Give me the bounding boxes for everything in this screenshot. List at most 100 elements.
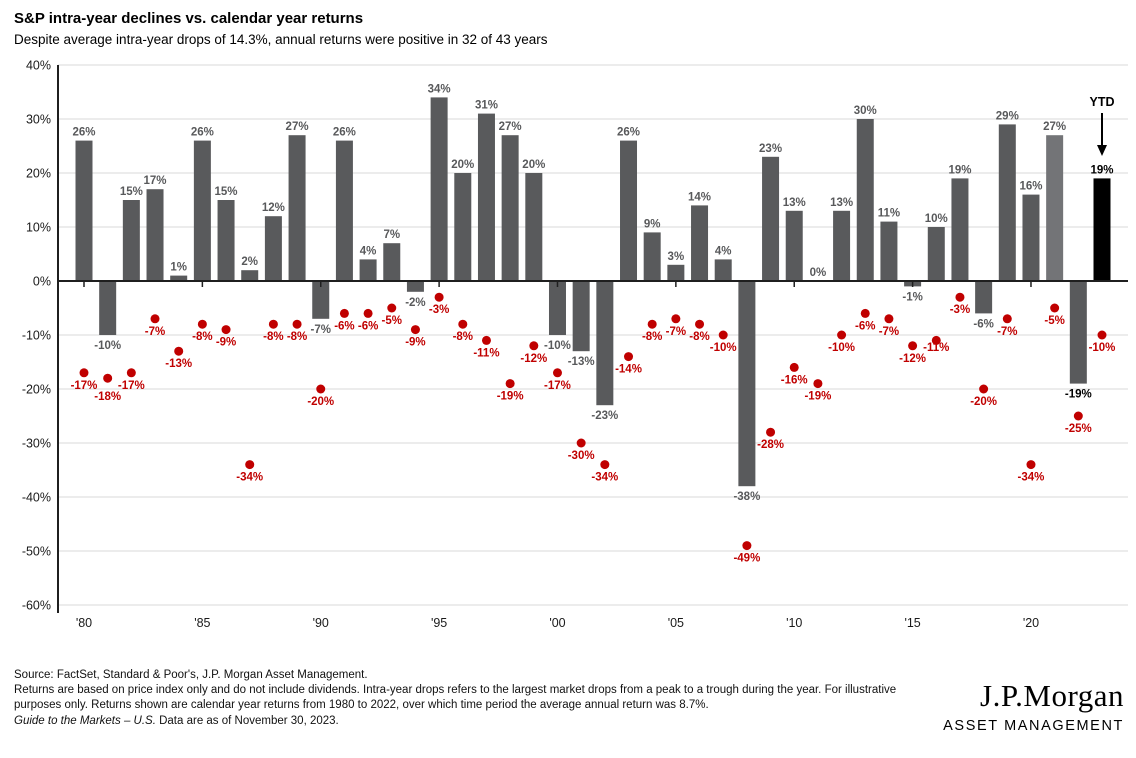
decline-dot-2014 bbox=[884, 314, 894, 324]
return-bar-label-1995: 34% bbox=[428, 83, 451, 95]
ytd-arrow-head bbox=[1097, 145, 1107, 156]
jpmorgan-wordmark: J.P.Morgan bbox=[980, 678, 1124, 713]
decline-dot-1982 bbox=[126, 368, 136, 378]
chart-header: S&P intra-year declines vs. calendar yea… bbox=[0, 0, 1136, 49]
decline-label-2000: -17% bbox=[544, 380, 571, 392]
x-axis-label-2015: '15 bbox=[904, 616, 920, 630]
return-bar-label-1996: 20% bbox=[451, 159, 474, 171]
y-axis-label--60: -60% bbox=[22, 599, 51, 613]
return-bar-label-1999: 20% bbox=[522, 159, 545, 171]
decline-dot-1990 bbox=[316, 384, 326, 394]
decline-dot-2003 bbox=[624, 352, 634, 362]
decline-dot-1987 bbox=[245, 460, 255, 470]
return-bar-1995 bbox=[430, 97, 448, 282]
return-bar-label-2010: 13% bbox=[783, 197, 806, 209]
decline-dot-1996 bbox=[458, 319, 468, 329]
return-bar-1993 bbox=[383, 243, 401, 281]
decline-dot-2013 bbox=[860, 308, 870, 318]
return-bar-2016 bbox=[927, 227, 945, 281]
gtm-title: Guide to the Markets – U.S. bbox=[14, 714, 156, 727]
return-bar-1996 bbox=[454, 173, 472, 281]
decline-dot-2002 bbox=[600, 460, 610, 470]
decline-dot-2009 bbox=[766, 427, 776, 437]
return-bar-2001 bbox=[572, 281, 590, 352]
return-bar-1990 bbox=[312, 281, 330, 319]
decline-label-2022: -25% bbox=[1065, 423, 1092, 435]
decline-label-2015: -12% bbox=[899, 353, 926, 365]
return-bar-label-1983: 17% bbox=[144, 175, 167, 187]
return-bar-label-2005: 3% bbox=[668, 251, 685, 263]
bar-scatter-chart: 40% 30% 20% 10% 0% -10% -20% -30% -40% -50% -60% '8… bbox=[22, 59, 1128, 630]
footnotes: Source: FactSet, Standard & Poor's, J.P.… bbox=[14, 668, 939, 729]
return-bar-label-2018: -6% bbox=[973, 318, 993, 330]
x-axis-label-2010: '10 bbox=[786, 616, 802, 630]
decline-label-1986: -9% bbox=[216, 337, 236, 349]
decline-dot-1980 bbox=[79, 368, 89, 378]
return-bar-label-2020: 16% bbox=[1019, 181, 1042, 193]
decline-label-1988: -8% bbox=[263, 331, 283, 343]
return-bar-1991 bbox=[335, 140, 353, 281]
return-bar-label-2014: 11% bbox=[878, 208, 900, 220]
y-axis-label--30: -30% bbox=[22, 437, 51, 451]
decline-dot-2017 bbox=[955, 292, 965, 302]
return-bar-1984 bbox=[170, 275, 188, 281]
decline-label-1981: -18% bbox=[94, 391, 121, 403]
decline-label-2004: -8% bbox=[642, 331, 662, 343]
y-axis-label--10: -10% bbox=[22, 329, 51, 343]
decline-dot-2005 bbox=[671, 314, 681, 324]
y-axis-label--50: -50% bbox=[22, 545, 51, 559]
return-bar-1988 bbox=[264, 216, 282, 281]
return-bar-label-2001: -13% bbox=[568, 356, 595, 368]
return-bar-1985 bbox=[193, 140, 211, 281]
decline-label-YTD: -10% bbox=[1089, 342, 1116, 354]
return-bar-1998 bbox=[501, 135, 519, 281]
return-bar-2013 bbox=[856, 119, 874, 281]
decline-label-2007: -10% bbox=[710, 342, 737, 354]
y-axis-label--20: -20% bbox=[22, 383, 51, 397]
decline-dot-1983 bbox=[150, 314, 160, 324]
return-bar-2002 bbox=[596, 281, 614, 406]
decline-dot-2016 bbox=[931, 335, 941, 345]
decline-label-1994: -9% bbox=[405, 337, 425, 349]
decline-dot-1994 bbox=[410, 325, 420, 335]
return-bar-label-1981: -10% bbox=[94, 340, 121, 352]
decline-label-2017: -3% bbox=[950, 304, 970, 316]
decline-dot-1989 bbox=[292, 319, 302, 329]
return-bar-2012 bbox=[833, 210, 851, 281]
return-bar-2019 bbox=[998, 124, 1016, 282]
decline-dot-2010 bbox=[789, 362, 799, 372]
decline-dot-2012 bbox=[837, 330, 847, 340]
return-bar-1997 bbox=[477, 113, 495, 281]
jpmorgan-logo: J.P.Morgan ASSET MANAGEMENT bbox=[943, 678, 1124, 734]
decline-dot-2007 bbox=[718, 330, 728, 340]
decline-label-2009: -28% bbox=[757, 439, 784, 451]
return-bar-2000 bbox=[548, 281, 566, 335]
return-bar-label-2003: 26% bbox=[617, 127, 640, 139]
x-axis-label-2000: '00 bbox=[549, 616, 565, 630]
return-bar-1989 bbox=[288, 135, 306, 281]
return-bar-label-1989: 27% bbox=[286, 121, 309, 133]
decline-dot-2000 bbox=[552, 368, 562, 378]
return-bar-2022 bbox=[1069, 281, 1087, 384]
decline-label-2003: -14% bbox=[615, 364, 642, 376]
y-axis-label-10: 10% bbox=[26, 221, 51, 235]
return-bar-label-2016: 10% bbox=[925, 213, 948, 225]
return-bar-label-1990: -7% bbox=[311, 324, 331, 336]
decline-label-1993: -5% bbox=[382, 315, 402, 327]
return-bar-label-1987: 2% bbox=[241, 256, 258, 268]
y-axis-label-0: 0% bbox=[33, 275, 51, 289]
decline-dot-1984 bbox=[174, 346, 184, 356]
x-axis-label-1985: '85 bbox=[194, 616, 210, 630]
decline-label-2008: -49% bbox=[733, 553, 760, 565]
decline-dot-1993 bbox=[387, 303, 397, 313]
decline-label-2012: -10% bbox=[828, 342, 855, 354]
return-bar-1981 bbox=[99, 281, 117, 335]
return-bar-label-2009: 23% bbox=[759, 143, 782, 155]
return-bar-1992 bbox=[359, 259, 377, 281]
decline-label-1992: -6% bbox=[358, 320, 378, 332]
return-bar-label-2000: -10% bbox=[544, 340, 571, 352]
decline-label-1998: -19% bbox=[497, 391, 524, 403]
x-axis-label-1980: '80 bbox=[76, 616, 92, 630]
decline-dot-YTD bbox=[1097, 330, 1107, 340]
